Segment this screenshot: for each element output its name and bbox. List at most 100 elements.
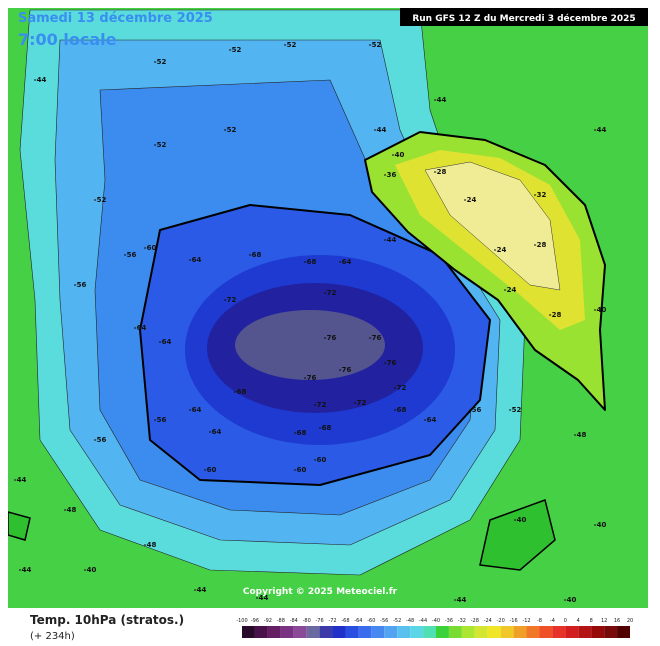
map-label: -48: [64, 506, 77, 514]
color-swatch: [410, 626, 424, 638]
map-label: -44: [256, 594, 269, 602]
map-label: -68: [234, 388, 247, 396]
map-label: -44: [454, 596, 467, 604]
color-swatch: [358, 626, 372, 638]
color-swatch: [461, 626, 475, 638]
colorbar-label: -44: [419, 618, 427, 624]
map-label: -64: [189, 256, 202, 264]
colorbar-label: -60: [367, 618, 375, 624]
colorbar-label: -96: [251, 618, 259, 624]
warm-area: [424, 161, 561, 291]
footer-title: Temp. 10hPa (stratos.): [30, 613, 184, 627]
colorbar-label: -80: [303, 618, 311, 624]
map-label: -52: [154, 141, 167, 149]
map-label: -28: [534, 241, 547, 249]
map-label: -24: [494, 246, 507, 254]
colorbar-label: -76: [316, 618, 324, 624]
map-label: -68: [249, 251, 262, 259]
color-swatch: [565, 626, 579, 638]
map-label: -44: [594, 126, 607, 134]
color-swatch: [552, 626, 566, 638]
copyright: Copyright © 2025 Meteociel.fr: [243, 587, 398, 597]
map-label: -40: [84, 566, 97, 574]
map-label: -56: [94, 436, 107, 444]
map-label: -40: [594, 521, 607, 529]
map-label: -76: [324, 334, 337, 342]
color-swatch: [267, 626, 281, 638]
colorbar-label: -4: [550, 618, 555, 624]
color-swatch: [384, 626, 398, 638]
color-swatch: [397, 626, 411, 638]
map-label: -64: [339, 258, 352, 266]
map-label: -64: [189, 406, 202, 414]
color-swatch: [500, 626, 514, 638]
map-label: -44: [194, 586, 207, 594]
colorbar-label: 8: [590, 618, 593, 624]
map-label: -60: [204, 466, 217, 474]
map-label: -28: [434, 168, 447, 176]
map-label: -68: [394, 406, 407, 414]
map-label: -76: [339, 366, 352, 374]
colorbar-label: 0: [564, 618, 567, 624]
map-label: -68: [319, 424, 332, 432]
color-swatch: [474, 626, 488, 638]
map-label: -40: [514, 516, 527, 524]
map-label: -72: [354, 399, 367, 407]
colorbar-label: -88: [277, 618, 285, 624]
colorbar-label: -20: [497, 618, 505, 624]
colorbar-label: -28: [471, 618, 479, 624]
color-swatch: [242, 626, 255, 638]
map-label: -56: [124, 251, 137, 259]
colorbar-label: -92: [264, 618, 272, 624]
map-label: -64: [134, 324, 147, 332]
map-label: -60: [314, 456, 327, 464]
colorbar-label: 16: [614, 618, 620, 624]
color-swatch: [617, 626, 630, 638]
color-swatch: [448, 626, 462, 638]
map-label: -52: [224, 126, 237, 134]
run: Run GFS 12 Z du Mercredi 3 décembre 2025: [412, 13, 635, 24]
colorbar-label: -52: [393, 618, 401, 624]
map-label: -32: [534, 191, 547, 199]
contour-area: [235, 310, 385, 380]
map-label: -52: [94, 196, 107, 204]
colorbar-label: -12: [522, 618, 530, 624]
colorbar-label: -84: [290, 618, 298, 624]
map-label: -56: [154, 416, 167, 424]
map-label: -28: [549, 311, 562, 319]
color-swatch: [293, 626, 307, 638]
map-label: -48: [144, 541, 157, 549]
map-label: -68: [294, 429, 307, 437]
colorbar-label: -64: [354, 618, 362, 624]
color-swatch: [591, 626, 605, 638]
color-swatch: [332, 626, 346, 638]
colorbar-label: 4: [577, 618, 580, 624]
footer-lead: (+ 234h): [30, 631, 75, 642]
map-label: -52: [229, 46, 242, 54]
map-label: -64: [424, 416, 437, 424]
time: 7:00 locale: [18, 30, 117, 49]
warm-area: [8, 511, 31, 541]
map-label: -76: [304, 374, 317, 382]
color-swatch: [436, 626, 449, 638]
map-label: -36: [384, 171, 397, 179]
map-label: -72: [324, 289, 337, 297]
map-label: -64: [209, 428, 222, 436]
color-swatch: [345, 626, 359, 638]
map-label: -40: [564, 596, 577, 604]
map-label: -40: [594, 306, 607, 314]
color-swatch: [578, 626, 592, 638]
map-label: -68: [304, 258, 317, 266]
colorbar-label: -32: [458, 618, 466, 624]
colorbar-label: -48: [406, 618, 414, 624]
map-label: -44: [19, 566, 32, 574]
colorbar-label: -8: [537, 618, 542, 624]
map-label: -76: [369, 334, 382, 342]
map-label: -48: [574, 431, 587, 439]
color-swatch: [487, 626, 501, 638]
warm-area: [479, 499, 556, 571]
map-label: -60: [294, 466, 307, 474]
colorbar-label: -16: [510, 618, 518, 624]
colorbar-label: -68: [341, 618, 349, 624]
